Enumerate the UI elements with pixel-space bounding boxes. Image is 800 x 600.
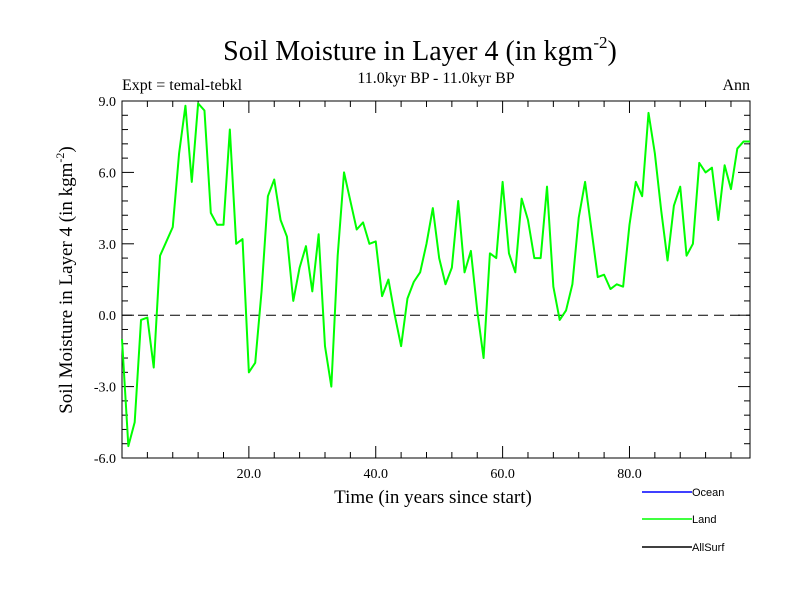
chart-title: Soil Moisture in Layer 4 (in kgm-2) [223,33,617,67]
x-axis-label: Time (in years since start) [334,487,532,508]
season-label: Ann [722,77,750,94]
x-tick-label: 20.0 [237,467,262,482]
series-line-land [121,102,750,448]
y-axis-label: Soil Moisture in Layer 4 (in kgm-2) [53,146,77,414]
y-tick-label: 6.0 [99,166,117,181]
y-tick-label: 0.0 [99,309,117,324]
y-tick-label: -6.0 [94,452,116,467]
legend-label-land: Land [692,514,716,526]
chart-title-superscript: -2 [593,33,607,52]
plot-area [121,100,751,459]
y-tick-label: 9.0 [99,95,117,110]
chart-subtitle: 11.0kyr BP - 11.0kyr BP [357,70,514,87]
legend: Ocean Land AllSurf [642,487,725,554]
series-lines [121,102,750,448]
y-axis-label-superscript: -2 [53,153,67,163]
plot-frame [121,100,751,459]
x-tick-label: 80.0 [617,467,642,482]
axis-ticks: 20.0 40.0 60.0 80.0 -6.0 -3.0 0.0 3.0 6.0 9.0 [94,95,750,482]
legend-label-allsurf: AllSurf [692,542,725,554]
x-tick-label: 60.0 [490,467,515,482]
x-tick-label: 40.0 [363,467,388,482]
y-tick-label: 3.0 [99,238,117,253]
legend-label-ocean: Ocean [692,487,724,499]
experiment-label: Expt = temal-tebkl [122,77,243,94]
y-tick-label: -3.0 [94,381,116,396]
